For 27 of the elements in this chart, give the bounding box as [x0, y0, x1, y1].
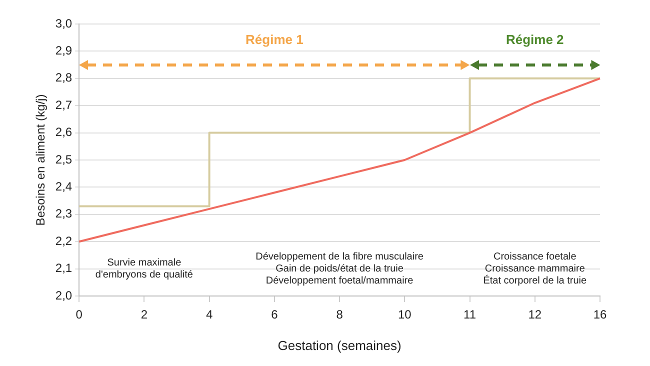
y-axis-title: Besoins en aliment (kg/j) — [34, 94, 48, 226]
x-tick-label: 0 — [76, 308, 83, 322]
x-tick-label: 6 — [271, 308, 278, 322]
x-axis-title: Gestation (semaines) — [278, 338, 402, 353]
x-tick-label: 2 — [140, 308, 148, 322]
annotation: Croissance foetale Croissance mammaire État corporel de la truie — [483, 252, 588, 287]
x-tick-label: 4 — [206, 308, 213, 322]
y-tick-label: 2,9 — [55, 44, 72, 58]
annotation: Régime 2 — [506, 32, 564, 47]
y-tick-label: 2,8 — [55, 70, 72, 85]
x-tick-label: 11 — [464, 308, 476, 322]
y-tick-label: 2,5 — [55, 152, 72, 166]
annotation: Survie maximale d'embryons de qualité — [95, 258, 194, 281]
y-tick-label: 2,4 — [55, 180, 72, 194]
x-tick-label: 16 — [593, 308, 607, 322]
y-tick-label: 2,0 — [55, 288, 72, 302]
x-tick-label: 8 — [336, 308, 344, 322]
y-tick-label: 3,0 — [55, 16, 72, 30]
x-tick-label: 12 — [528, 308, 542, 322]
y-tick-label: 2,6 — [55, 125, 72, 140]
y-tick-label: 2,2 — [55, 234, 72, 248]
annotation: Régime 1 — [246, 32, 304, 47]
annotation: Développement de la fibre musculaire Gain de poids/état de la truie Développement foetal/mammaire — [256, 252, 424, 287]
y-tick-label: 2,1 — [55, 261, 72, 276]
y-tick-label: 2,3 — [55, 206, 72, 221]
x-tick-label: 10 — [398, 308, 412, 322]
y-tick-label: 2,7 — [55, 98, 72, 112]
